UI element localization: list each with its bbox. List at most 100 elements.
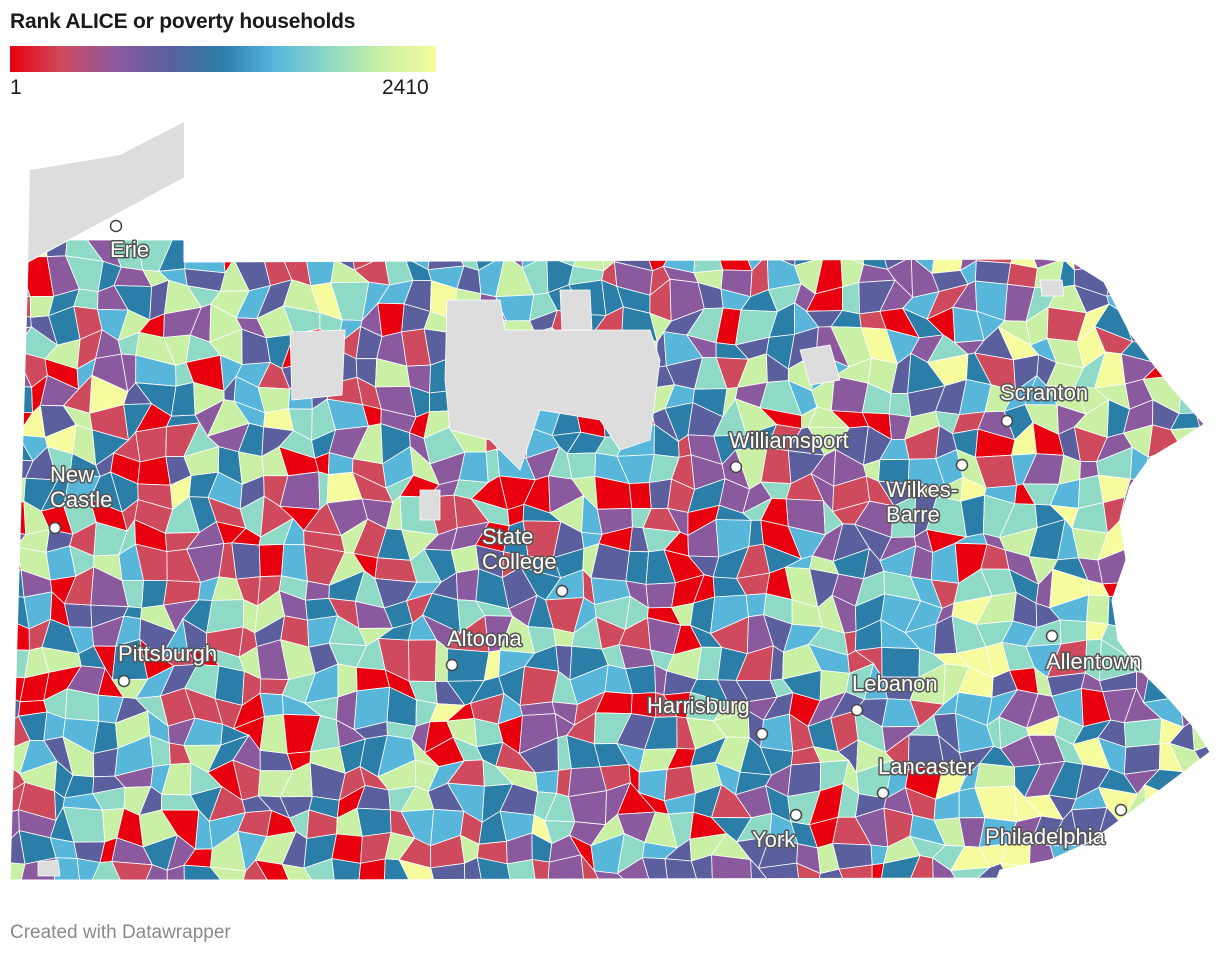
municipality-region[interactable]	[1191, 642, 1220, 671]
municipality-region[interactable]	[1179, 239, 1209, 267]
municipality-region[interactable]	[0, 569, 25, 598]
municipality-region[interactable]	[427, 239, 465, 271]
municipality-region[interactable]	[844, 882, 872, 918]
municipality-region[interactable]	[1133, 857, 1157, 897]
municipality-region[interactable]	[377, 302, 405, 338]
municipality-region[interactable]	[281, 863, 320, 897]
municipality-region[interactable]	[1172, 310, 1203, 330]
municipality-region[interactable]	[398, 859, 438, 897]
municipality-region[interactable]	[626, 881, 653, 917]
municipality-region[interactable]	[1133, 837, 1157, 870]
municipality-region[interactable]	[1166, 859, 1198, 895]
municipality-region[interactable]	[1142, 673, 1181, 704]
municipality-region[interactable]	[693, 239, 724, 274]
municipality-region[interactable]	[868, 886, 882, 919]
municipality-region[interactable]	[1191, 449, 1220, 485]
municipality-region[interactable]	[535, 770, 559, 794]
municipality-region[interactable]	[933, 890, 964, 920]
municipality-region[interactable]	[1196, 819, 1220, 842]
municipality-region[interactable]	[880, 885, 908, 914]
municipality-region[interactable]	[907, 907, 944, 936]
municipality-region[interactable]	[1197, 519, 1220, 560]
municipality-region[interactable]	[522, 907, 551, 936]
municipality-region[interactable]	[1216, 643, 1220, 667]
municipality-region[interactable]	[1106, 260, 1136, 297]
municipality-region[interactable]	[379, 883, 418, 917]
municipality-region[interactable]	[167, 890, 190, 916]
municipality-region[interactable]	[690, 854, 714, 896]
municipality-region[interactable]	[1191, 662, 1220, 705]
municipality-region[interactable]	[581, 885, 609, 919]
municipality-region[interactable]	[975, 239, 1018, 264]
municipality-region[interactable]	[405, 904, 427, 937]
municipality-region[interactable]	[1155, 255, 1181, 284]
municipality-region[interactable]	[603, 881, 626, 917]
municipality-region[interactable]	[1101, 581, 1137, 597]
municipality-region[interactable]	[0, 383, 33, 414]
municipality-region[interactable]	[1192, 239, 1220, 273]
municipality-region[interactable]	[111, 861, 153, 896]
municipality-region[interactable]	[1143, 480, 1184, 500]
municipality-region[interactable]	[882, 914, 909, 936]
municipality-region[interactable]	[1150, 857, 1182, 895]
municipality-region[interactable]	[1215, 452, 1220, 479]
municipality-region[interactable]	[1008, 888, 1041, 920]
municipality-region[interactable]	[502, 895, 538, 912]
municipality-region[interactable]	[1199, 614, 1220, 646]
municipality-region[interactable]	[807, 239, 846, 259]
municipality-region[interactable]	[713, 888, 753, 920]
municipality-region[interactable]	[1181, 883, 1197, 919]
municipality-region[interactable]	[1194, 572, 1220, 600]
municipality-region[interactable]	[1143, 906, 1181, 936]
municipality-region[interactable]	[1180, 549, 1210, 578]
municipality-region[interactable]	[1148, 644, 1172, 680]
municipality-region[interactable]	[1170, 590, 1209, 630]
municipality-region[interactable]	[1196, 785, 1220, 822]
municipality-region[interactable]	[330, 884, 363, 917]
municipality-region[interactable]	[1196, 283, 1220, 312]
municipality-region[interactable]	[602, 914, 627, 937]
municipality-region[interactable]	[974, 762, 1016, 789]
municipality-region[interactable]	[1170, 668, 1205, 698]
municipality-region[interactable]	[625, 550, 650, 585]
municipality-region[interactable]	[581, 914, 609, 937]
municipality-region[interactable]	[1171, 525, 1210, 560]
municipality-region[interactable]	[674, 912, 701, 936]
municipality-region[interactable]	[254, 859, 297, 897]
municipality-region[interactable]	[258, 543, 285, 578]
municipality-region[interactable]	[1194, 328, 1220, 366]
municipality-region[interactable]	[383, 239, 406, 258]
municipality-region[interactable]	[1144, 494, 1174, 535]
municipality-region[interactable]	[1134, 884, 1151, 911]
municipality-region[interactable]	[841, 281, 860, 315]
municipality-region[interactable]	[1057, 893, 1088, 920]
municipality-region[interactable]	[815, 882, 846, 921]
municipality-region[interactable]	[764, 911, 786, 936]
municipality-region[interactable]	[1168, 645, 1207, 680]
municipality-region[interactable]	[0, 887, 32, 918]
municipality-region[interactable]	[1179, 256, 1200, 285]
municipality-region[interactable]	[53, 857, 81, 893]
municipality-region[interactable]	[240, 903, 259, 936]
municipality-region[interactable]	[1215, 426, 1220, 457]
municipality-region[interactable]	[426, 892, 465, 917]
municipality-region[interactable]	[92, 747, 119, 778]
municipality-region[interactable]	[931, 239, 966, 274]
municipality-region[interactable]	[1119, 494, 1151, 535]
municipality-region[interactable]	[752, 887, 775, 911]
municipality-region[interactable]	[1172, 498, 1199, 532]
municipality-region[interactable]	[135, 426, 167, 463]
municipality-region[interactable]	[1215, 380, 1220, 416]
municipality-region[interactable]	[1134, 581, 1151, 607]
municipality-region[interactable]	[566, 452, 597, 480]
municipality-region[interactable]	[907, 885, 944, 914]
municipality-region[interactable]	[88, 889, 127, 914]
municipality-region[interactable]	[838, 864, 873, 886]
municipality-region[interactable]	[303, 892, 336, 920]
municipality-region[interactable]	[1197, 425, 1220, 457]
municipality-region[interactable]	[1168, 614, 1207, 650]
municipality-region[interactable]	[639, 907, 680, 936]
municipality-region[interactable]	[1199, 590, 1220, 627]
municipality-region[interactable]	[0, 239, 25, 257]
municipality-region[interactable]	[1172, 279, 1200, 316]
